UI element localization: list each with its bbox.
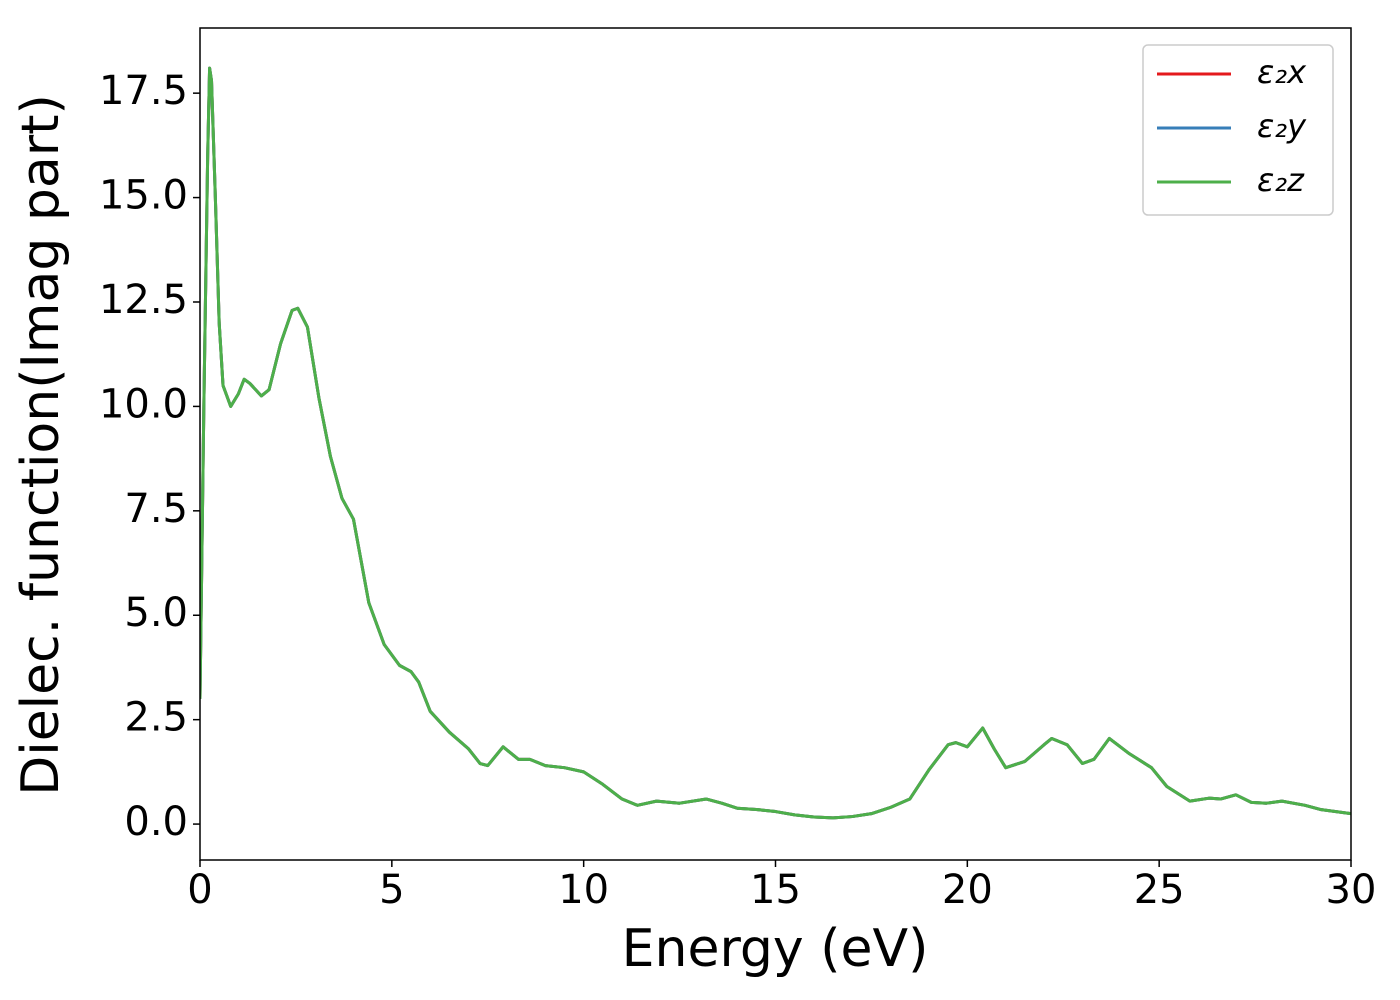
y-axis-label: Dielec. function(Imag part): [11, 94, 71, 796]
x-tick-label: 0: [187, 867, 212, 913]
y-tick-label: 17.5: [99, 68, 188, 114]
y-tick-label: 0.0: [124, 799, 188, 845]
x-tick-label: 5: [379, 867, 404, 913]
y-tick-label: 2.5: [124, 695, 188, 741]
legend-label: ε₂x: [1257, 53, 1307, 91]
y-tick-label: 5.0: [124, 590, 188, 636]
x-tick-label: 15: [750, 867, 801, 913]
legend-box: [1142, 44, 1334, 216]
legend-label: ε₂y: [1257, 107, 1307, 145]
legend-label: ε₂z: [1257, 161, 1305, 199]
x-tick-label: 20: [942, 867, 993, 913]
x-tick-label: 10: [558, 867, 609, 913]
x-tick-label: 30: [1326, 867, 1377, 913]
y-tick-label: 7.5: [124, 486, 188, 532]
series-line: [200, 66, 1351, 820]
plot-frame: [199, 27, 1352, 861]
y-tick-label: 15.0: [99, 173, 188, 219]
x-axis-label: Energy (eV): [622, 919, 929, 979]
y-tick-label: 12.5: [99, 277, 188, 323]
y-tick-label: 10.0: [99, 381, 188, 427]
x-tick-label: 25: [1134, 867, 1185, 913]
